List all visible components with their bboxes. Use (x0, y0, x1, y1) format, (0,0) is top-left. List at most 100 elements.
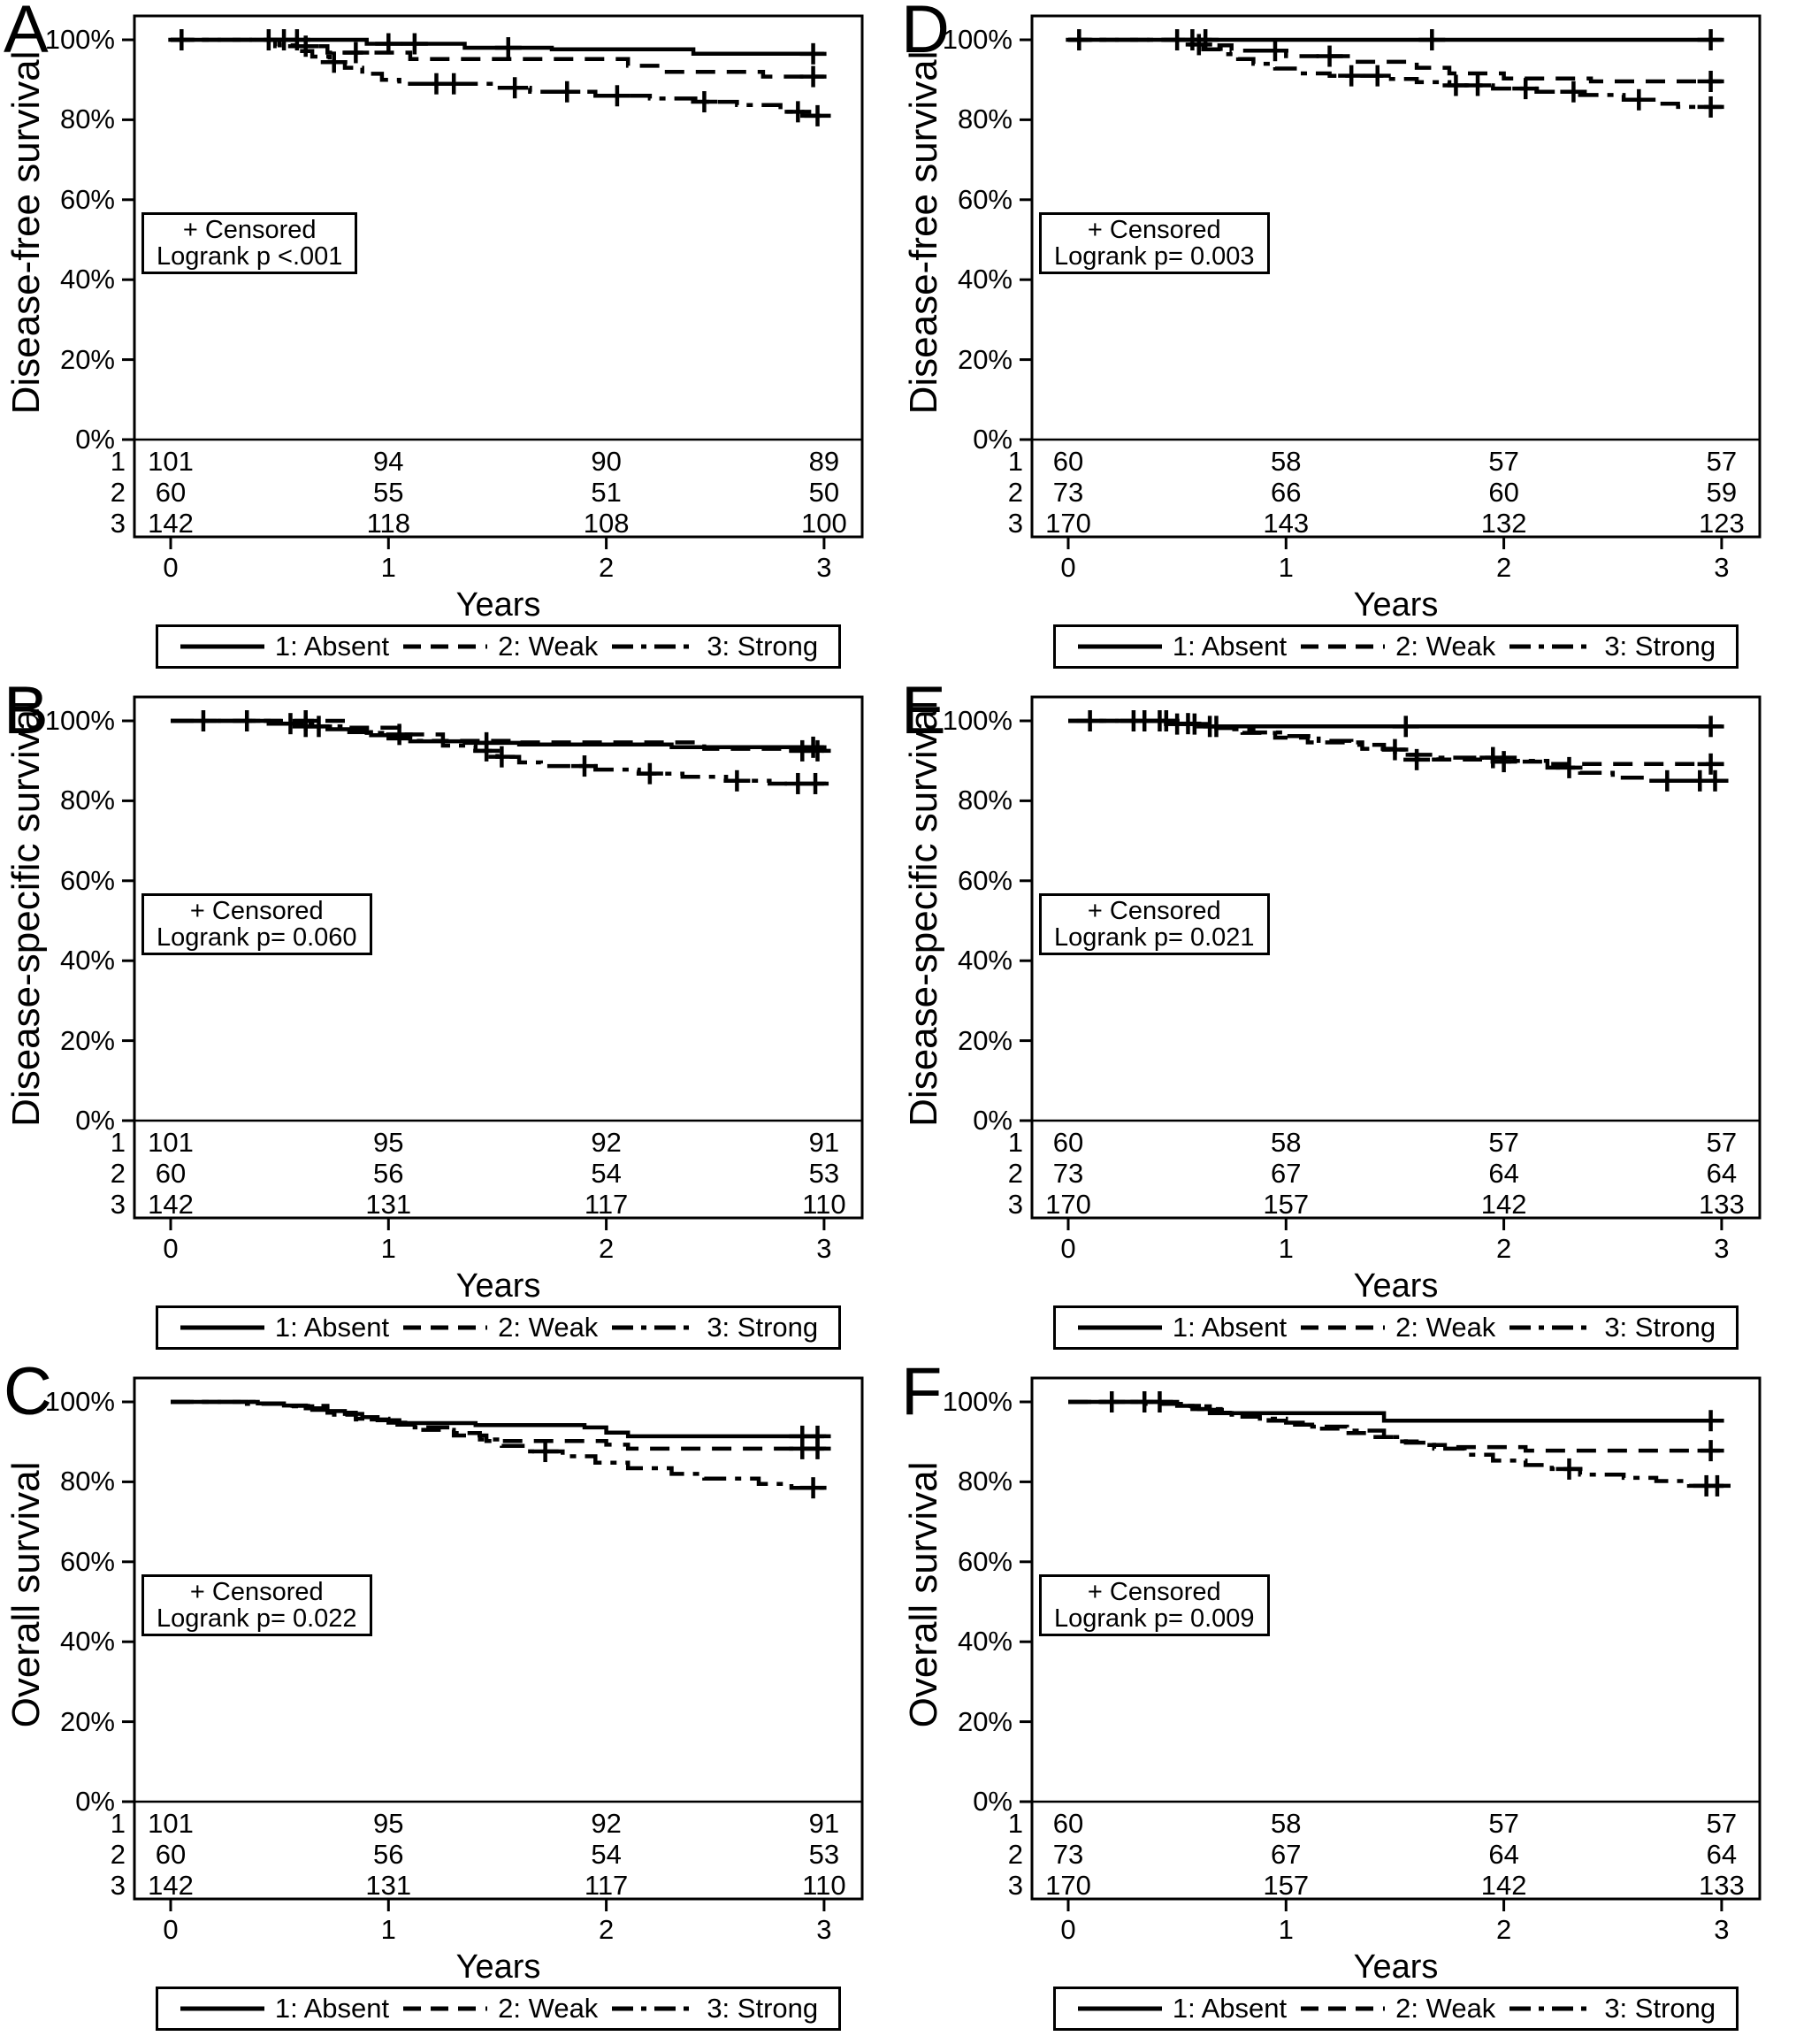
risk-count: 60 (155, 477, 187, 508)
risk-row-label: 3 (110, 1870, 126, 1901)
stats-box: + Censored Logrank p= 0.022 (141, 1574, 372, 1636)
risk-count: 57 (1488, 1808, 1519, 1839)
plot-frame (1030, 1376, 1762, 1901)
y-tick-label: 40% (59, 945, 115, 976)
panel-letter: C (4, 1354, 52, 1429)
legend-item: 3: Strong (610, 1313, 818, 1343)
legend-row: 1: Absent 2: Weak 3: Strong (1032, 1305, 1760, 1350)
legend-label: 1: Absent (1172, 631, 1288, 662)
risk-count: 59 (1706, 477, 1738, 508)
km-plot-svg (1020, 14, 1762, 549)
panel-B: B Disease-specific survival 100% 80% 60% 40… (0, 674, 898, 1362)
risk-count: 157 (1263, 1189, 1310, 1220)
risk-row-label: 1 (110, 1808, 126, 1839)
survival-curve-solid (171, 1399, 827, 1439)
risk-count: 57 (1488, 446, 1519, 477)
risk-count: 57 (1706, 1127, 1738, 1158)
risk-count: 57 (1706, 1808, 1738, 1839)
legend-item: 1: Absent (1076, 1313, 1287, 1343)
risk-count: 60 (1488, 477, 1519, 508)
x-axis-title: Years (1353, 1948, 1439, 1986)
risk-count: 58 (1271, 1127, 1302, 1158)
y-tick-label: 40% (59, 1626, 115, 1657)
legend-row: 1: Absent 2: Weak 3: Strong (134, 1305, 862, 1350)
risk-count: 91 (808, 1127, 840, 1158)
legend-label: 2: Weak (1395, 631, 1496, 662)
risk-row-label: 2 (1007, 1839, 1023, 1870)
y-tick-label: 100% (44, 1386, 115, 1417)
x-tick-label: 0 (1060, 1914, 1076, 1945)
y-tick-label: 0% (973, 424, 1013, 455)
x-axis-title: Years (455, 1948, 541, 1986)
risk-count: 64 (1488, 1839, 1519, 1870)
legend-swatch-solid-line-icon (1077, 1325, 1162, 1330)
legend-label: 1: Absent (274, 631, 390, 662)
risk-count: 117 (584, 1189, 629, 1220)
risk-count: 91 (808, 1808, 840, 1839)
risk-count: 73 (1052, 1158, 1084, 1189)
risk-count: 131 (365, 1189, 412, 1220)
legend-item: 2: Weak (1299, 1313, 1495, 1343)
risk-count: 123 (1699, 508, 1745, 539)
risk-count: 142 (1480, 1189, 1527, 1220)
legend-item: 3: Strong (610, 632, 818, 662)
y-tick-label: 60% (957, 1545, 1013, 1577)
km-plot-svg (122, 14, 864, 549)
legend-swatch-dashdot-line-icon (1509, 1325, 1594, 1330)
risk-count: 58 (1271, 446, 1302, 477)
legend-label: 3: Strong (1604, 631, 1716, 662)
x-axis-title: Years (1353, 1267, 1439, 1305)
y-axis-title: Disease-specific survival (4, 700, 48, 1127)
stats-box: + Censored Logrank p= 0.021 (1039, 893, 1270, 955)
y-tick-label: 80% (957, 103, 1013, 135)
legend-label: 3: Strong (707, 631, 819, 662)
plot-area (1020, 1374, 1767, 1916)
panel-E: E Disease-specific survival 100% 80% 60% 40… (898, 674, 1796, 1362)
x-tick-label: 0 (1060, 552, 1076, 583)
legend-item: 3: Strong (1508, 1313, 1716, 1343)
y-tick-label: 80% (59, 1466, 115, 1497)
risk-row-label: 3 (110, 508, 126, 539)
plot-area (1020, 12, 1767, 554)
y-tick-label: 0% (973, 1105, 1013, 1136)
risk-count: 66 (1271, 477, 1302, 508)
survival-curve-dashed (171, 37, 824, 79)
risk-row-label: 3 (110, 1189, 126, 1220)
risk-count: 157 (1263, 1870, 1310, 1901)
risk-count: 132 (1480, 508, 1527, 539)
y-tick-label: 20% (957, 1705, 1013, 1737)
risk-count: 56 (373, 1158, 404, 1189)
panel-A: A Disease-free survival 100% 80% 60% 40% 20%… (0, 0, 898, 681)
legend-label: 1: Absent (1172, 1993, 1288, 2024)
censored-note: + Censored (189, 897, 324, 925)
x-tick-label: 3 (1714, 1233, 1730, 1264)
legend-item: 1: Absent (179, 1994, 389, 2024)
censored-note: + Censored (1087, 216, 1221, 244)
risk-row-label: 2 (110, 1839, 126, 1870)
y-tick-label: 40% (957, 264, 1013, 295)
y-tick-label: 40% (957, 1626, 1013, 1657)
y-tick-label: 20% (957, 343, 1013, 375)
x-tick-label: 2 (1495, 1914, 1512, 1945)
legend-label: 3: Strong (707, 1312, 819, 1343)
x-tick-label: 0 (163, 552, 179, 583)
legend-label: 3: Strong (1604, 1312, 1716, 1343)
y-tick-label: 100% (942, 24, 1013, 55)
y-tick-label: 100% (942, 1386, 1013, 1417)
censored-note: + Censored (182, 216, 317, 244)
legend-swatch-dashdot-line-icon (612, 644, 697, 649)
y-axis-title: Disease-free survival (4, 50, 48, 415)
x-tick-label: 0 (163, 1914, 179, 1945)
risk-count: 170 (1045, 1189, 1091, 1220)
legend: 1: Absent 2: Weak 3: Strong (1052, 1305, 1739, 1350)
legend-label: 2: Weak (498, 1993, 599, 2024)
plot-frame (133, 1376, 864, 1901)
km-plot-svg (1020, 695, 1762, 1230)
risk-row-label: 1 (1007, 1808, 1023, 1839)
risk-count: 142 (1480, 1870, 1527, 1901)
censored-note: + Censored (1087, 1578, 1221, 1606)
y-tick-label: 60% (59, 864, 115, 896)
y-tick-label: 40% (957, 945, 1013, 976)
logrank-pvalue: Logrank p= 0.009 (1054, 1604, 1255, 1633)
